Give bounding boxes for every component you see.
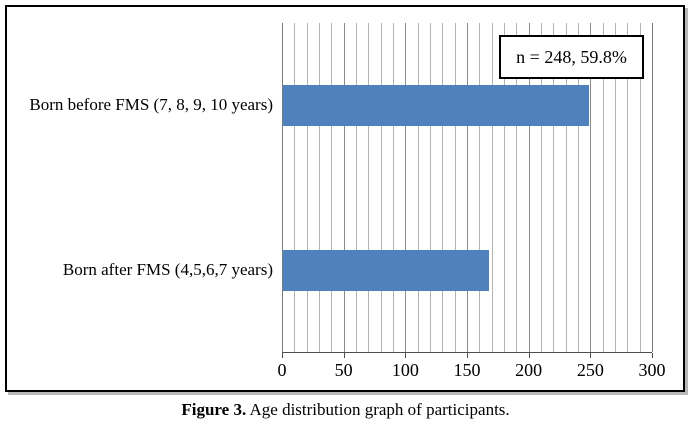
- gridline-minor: [516, 23, 518, 352]
- gridline-minor: [368, 23, 370, 352]
- bar: [283, 85, 589, 126]
- x-axis-tick: [590, 353, 592, 358]
- gridline-minor: [430, 23, 431, 352]
- chart-figure-frame: 0 50 100 150 200 250 300 n = 248, 59.8% Born b…: [5, 5, 685, 392]
- gridline-minor: [393, 23, 394, 352]
- x-axis-tick-label: 150: [453, 360, 481, 380]
- x-axis-tick: [652, 353, 653, 358]
- gridline-minor: [294, 23, 296, 352]
- gridline-major: [282, 23, 283, 352]
- gridline-minor: [565, 23, 567, 352]
- gridline-minor: [454, 23, 456, 352]
- x-axis-tick: [528, 353, 530, 358]
- gridline-major: [405, 23, 407, 352]
- gridline-minor: [417, 23, 419, 352]
- gridline-minor: [356, 23, 357, 352]
- x-axis-tick-label: 0: [277, 360, 287, 380]
- x-axis-tick: [467, 353, 468, 358]
- gridline-minor: [479, 23, 481, 352]
- x-axis-tick: [405, 353, 407, 358]
- gridline-minor: [319, 23, 320, 352]
- gridline-major: [528, 23, 530, 352]
- gridline-major: [467, 23, 468, 352]
- gridline-minor: [627, 23, 629, 352]
- gridline-minor: [615, 23, 616, 352]
- gridline-major: [590, 23, 592, 352]
- gridline-minor: [491, 23, 493, 352]
- gridline-minor: [331, 23, 333, 352]
- gridline-minor: [639, 23, 641, 352]
- caption-label: Figure 3.: [181, 400, 247, 419]
- caption-text: Age distribution graph of participants.: [246, 400, 510, 419]
- annotation-box: n = 248, 59.8%: [499, 35, 644, 79]
- x-axis-tick-label: 50: [334, 360, 353, 380]
- gridline-minor: [578, 23, 579, 352]
- category-label: Born before FMS (7, 8, 9, 10 years): [29, 94, 273, 114]
- category-label: Born after FMS (4,5,6,7 years): [62, 259, 273, 279]
- x-axis-tick-label: 300: [638, 360, 666, 380]
- gridline-minor: [442, 23, 444, 352]
- x-axis-tick-label: 200: [515, 360, 543, 380]
- gridline-major: [652, 23, 653, 352]
- annotation-text: n = 248, 59.8%: [516, 46, 627, 67]
- gridline-minor: [380, 23, 382, 352]
- x-axis-tick: [343, 353, 345, 358]
- gridline-minor: [602, 23, 604, 352]
- x-axis-tick: [282, 353, 283, 358]
- bar: [283, 250, 489, 291]
- gridline-minor: [504, 23, 505, 352]
- gridline-minor: [541, 23, 542, 352]
- x-axis-tick-label: 100: [391, 360, 419, 380]
- x-axis-tick-label: 250: [576, 360, 604, 380]
- figure-caption: Figure 3. Age distribution graph of part…: [0, 400, 691, 420]
- gridline-minor: [306, 23, 308, 352]
- gridline-major: [343, 23, 345, 352]
- plot-area: 0 50 100 150 200 250 300: [278, 23, 666, 380]
- gridline-minor: [553, 23, 555, 352]
